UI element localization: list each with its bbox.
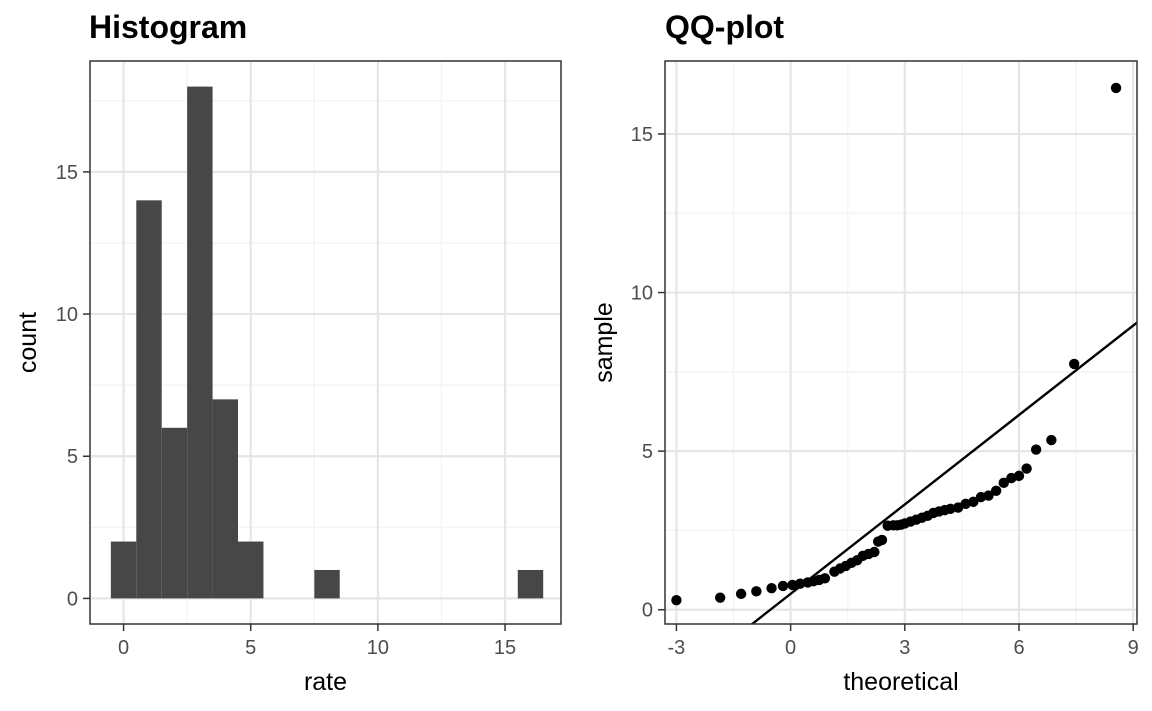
- qq-point: [1110, 82, 1122, 94]
- qq-plot-y-axis: 0 5 10 15: [631, 124, 665, 622]
- qq-reference-line: [750, 321, 1137, 624]
- y-tick-label: 5: [67, 446, 78, 468]
- histogram-bar: [161, 427, 188, 599]
- y-tick-label: 15: [631, 124, 653, 146]
- histogram-bars: [110, 86, 544, 599]
- x-tick-label: 0: [118, 637, 129, 659]
- qq-point: [766, 582, 777, 594]
- x-tick-label: 0: [785, 637, 796, 659]
- qq-point: [714, 592, 726, 603]
- qq-plot-title: QQ-plot: [665, 9, 784, 45]
- histogram-bar: [110, 541, 137, 599]
- qq-points: [671, 82, 1122, 606]
- qq-plot-panel-border: [664, 60, 1138, 625]
- x-tick-label: 5: [245, 637, 256, 659]
- qq-point: [876, 534, 888, 546]
- histogram-bar: [212, 399, 239, 599]
- histogram-x-axis-title: rate: [304, 668, 347, 696]
- qq-point: [1030, 444, 1042, 455]
- qq-point: [983, 490, 994, 501]
- histogram-bar: [238, 541, 264, 599]
- qq-point: [671, 595, 682, 606]
- qq-point: [1013, 470, 1025, 482]
- qq-point: [869, 546, 880, 558]
- qq-point: [1046, 434, 1057, 446]
- x-tick-label: 15: [494, 637, 516, 659]
- qq-point: [777, 580, 789, 592]
- histogram-panel-border: [89, 60, 562, 625]
- y-tick-label: 10: [631, 283, 653, 305]
- qq-point: [735, 588, 747, 600]
- qq-point: [998, 477, 1009, 489]
- histogram-y-axis: 0 5 10 15: [56, 162, 90, 610]
- qq-point: [1068, 358, 1080, 370]
- qq-point: [990, 485, 1002, 496]
- histogram-bar: [517, 569, 544, 599]
- y-tick-label: 5: [642, 441, 653, 463]
- histogram-title: Histogram: [89, 9, 247, 45]
- qq-point: [751, 586, 762, 597]
- y-tick-label: 0: [67, 588, 78, 610]
- x-tick-label: 9: [1128, 637, 1139, 659]
- qq-point: [819, 573, 831, 584]
- qq-point: [968, 496, 979, 508]
- y-tick-label: 15: [56, 162, 78, 184]
- histogram-panel: Histogram 0 5 10 15 0 5 10 15 rate count: [14, 9, 562, 696]
- x-tick-label: 3: [899, 637, 910, 659]
- histogram-bar: [187, 86, 213, 599]
- qq-plot-grid: [665, 61, 1137, 624]
- qq-plot-panel: QQ-plot -3 0 3 6 9 0 5 10 15 theoretical sample: [590, 9, 1139, 696]
- qq-plot-y-axis-title: sample: [590, 302, 618, 383]
- qq-reference-line-layer: [750, 321, 1137, 624]
- histogram-y-axis-title: count: [14, 312, 42, 373]
- x-tick-label: 6: [1013, 637, 1024, 659]
- x-tick-label: -3: [668, 637, 686, 659]
- histogram-bar: [136, 200, 162, 599]
- x-tick-label: 10: [367, 637, 389, 659]
- y-tick-label: 10: [56, 304, 78, 326]
- qq-plot-x-axis: -3 0 3 6 9: [668, 624, 1139, 659]
- y-tick-label: 0: [642, 600, 653, 622]
- qq-plot-x-axis-title: theoretical: [843, 668, 958, 696]
- histogram-x-axis: 0 5 10 15: [118, 624, 516, 659]
- qq-point: [1021, 463, 1032, 474]
- histogram-bar: [314, 569, 340, 599]
